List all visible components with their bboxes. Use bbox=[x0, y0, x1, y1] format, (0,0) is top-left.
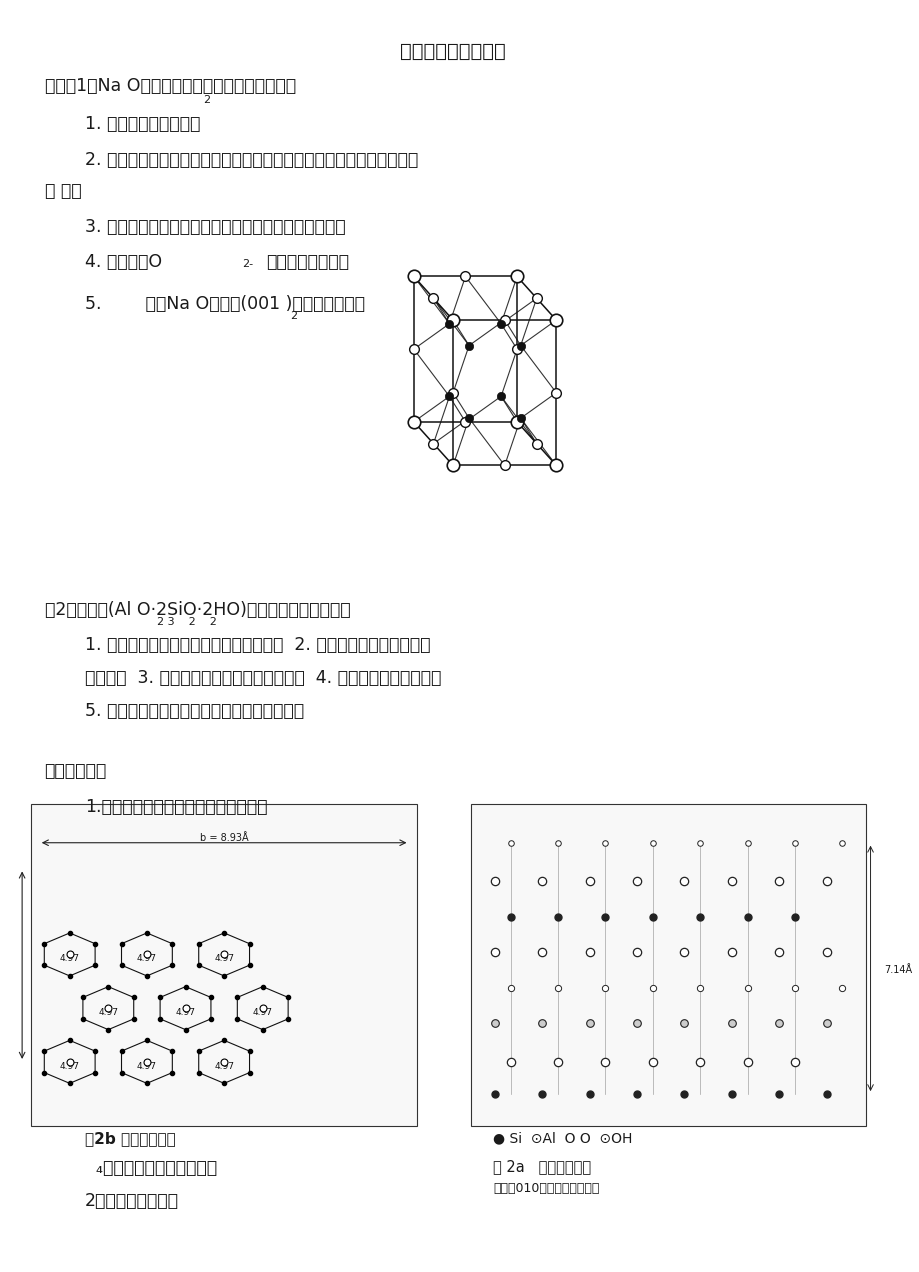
Text: 一．图1是Na O的理想晶胞结构示意图，试回答：: 一．图1是Na O的理想晶胞结构示意图，试回答： bbox=[44, 78, 295, 95]
Text: 2 3    2    2: 2 3 2 2 bbox=[156, 617, 217, 627]
Text: ₄面上的般壶圈）哪几类？: ₄面上的般壶圈）哪几类？ bbox=[85, 1159, 217, 1177]
Text: 2: 2 bbox=[289, 312, 297, 322]
Text: 1. 晶胞分子数是多少；: 1. 晶胞分子数是多少； bbox=[85, 116, 200, 134]
Text: 4. 计算说明O: 4. 计算说明O bbox=[85, 253, 162, 271]
Text: 5.        画出Na O结构在(001 )面上的投影图。: 5. 画出Na O结构在(001 )面上的投影图。 bbox=[85, 295, 365, 313]
Text: 4.97: 4.97 bbox=[137, 1062, 157, 1071]
Text: 材料科学基础试卷一: 材料科学基础试卷一 bbox=[400, 42, 505, 61]
Text: 2. 结构中何种离子做何种密堆积；何种离子填充何种空隙，所占比例是: 2. 结构中何种离子做何种密堆积；何种离子填充何种空隙，所占比例是 bbox=[85, 151, 418, 169]
Text: 5. 根据其结构特点推测高岭石具有什么性质。: 5. 根据其结构特点推测高岭石具有什么性质。 bbox=[85, 702, 304, 720]
Text: 4.97: 4.97 bbox=[176, 1009, 196, 1018]
Text: b = 8.93Å: b = 8.93Å bbox=[199, 833, 248, 843]
Bar bbox=[31, 804, 416, 1126]
Text: 2．什么是负扩散？: 2．什么是负扩散？ bbox=[85, 1192, 179, 1210]
Text: 图 2a   高岭石的结构: 图 2a 高岭石的结构 bbox=[493, 1159, 591, 1174]
Text: 三．简答题：: 三．简答题： bbox=[44, 762, 107, 780]
Text: 3. 结构中各离子的配位数为多少，写出其配位多面体；: 3. 结构中各离子的配位数为多少，写出其配位多面体； bbox=[85, 218, 346, 235]
Text: 4.97: 4.97 bbox=[253, 1009, 272, 1018]
Text: 2: 2 bbox=[203, 95, 210, 106]
Text: 的电价是否饱和；: 的电价是否饱和； bbox=[266, 253, 349, 271]
Text: 4.97: 4.97 bbox=[214, 954, 233, 963]
Text: 4.97: 4.97 bbox=[214, 1062, 233, 1071]
Text: 2-: 2- bbox=[242, 259, 253, 270]
Bar bbox=[471, 804, 865, 1126]
Text: 1.晶体中的结构缺陷按几何尺寸可分为: 1.晶体中的结构缺陷按几何尺寸可分为 bbox=[85, 798, 267, 815]
Text: 4.97: 4.97 bbox=[60, 954, 80, 963]
Text: 圖2b 高時石的皓构: 圖2b 高時石的皓构 bbox=[85, 1131, 176, 1146]
Text: 1. 请以结构式写法写出高岭石的化学式；  2. 高岭石属于哪种硅酸盐结: 1. 请以结构式写法写出高岭石的化学式； 2. 高岭石属于哪种硅酸盐结 bbox=[85, 636, 430, 654]
Text: 4.97: 4.97 bbox=[98, 1009, 119, 1018]
Text: 4.97: 4.97 bbox=[60, 1062, 80, 1071]
Text: 图2是高岭石(Al O·2SiO·2HO)结构示意图，试回答：: 图2是高岭石(Al O·2SiO·2HO)结构示意图，试回答： bbox=[44, 600, 350, 618]
Text: 4.97: 4.97 bbox=[137, 954, 157, 963]
Text: ● Si  ⊙Al  O O  ⊙OH: ● Si ⊙Al O O ⊙OH bbox=[493, 1131, 632, 1145]
Text: （从（010）面上的投影图）: （从（010）面上的投影图） bbox=[493, 1182, 599, 1194]
Text: 多 少；: 多 少； bbox=[44, 182, 81, 201]
Text: 7.14Å: 7.14Å bbox=[883, 965, 911, 976]
Text: 构类型；  3. 分析层的构成和层的堆积方向；  4. 分析结构中的作用力；: 构类型； 3. 分析层的构成和层的堆积方向； 4. 分析结构中的作用力； bbox=[85, 669, 441, 687]
